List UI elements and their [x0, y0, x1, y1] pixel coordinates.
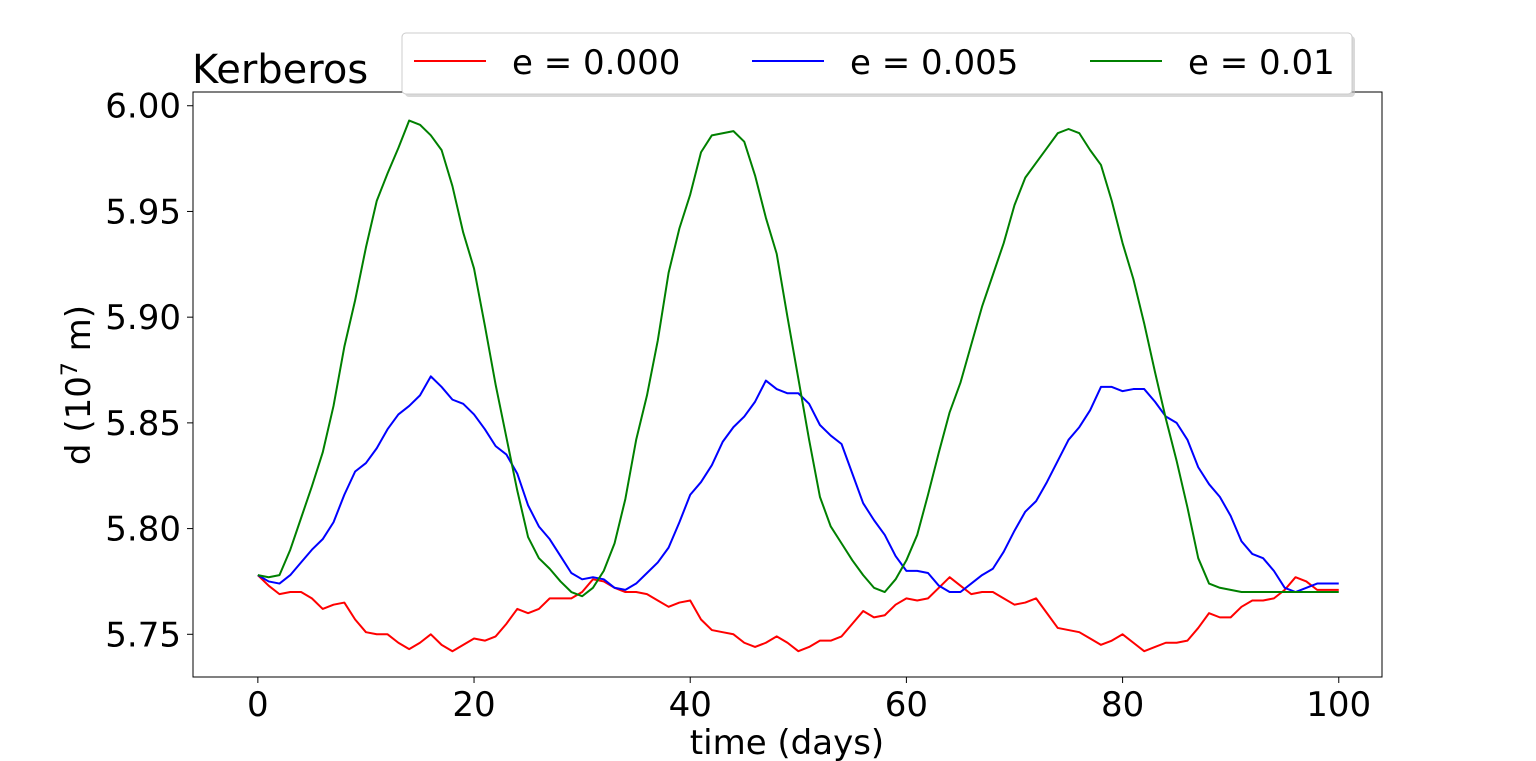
y-axis-label-unit: m) [59, 305, 99, 362]
legend-label-2: e = 0.01 [1188, 43, 1335, 83]
y-ticks: 5.75 5.80 5.85 5.90 5.95 6.00 [105, 87, 193, 655]
series-layer [257, 119, 1339, 653]
legend-entry-2: e = 0.01 [1090, 43, 1335, 83]
x-ticks: 0 20 40 60 80 100 [247, 677, 1371, 725]
x-axis-label: time (days) [690, 723, 884, 761]
legend-entry-1: e = 0.005 [752, 43, 1018, 83]
y-tick-label: 5.90 [105, 298, 181, 338]
x-tick-label: 20 [452, 685, 495, 725]
legend-entry-0: e = 0.000 [414, 43, 680, 83]
y-tick-label: 6.00 [105, 87, 181, 127]
series-line-0 [257, 574, 1339, 653]
x-tick-label: 0 [247, 685, 269, 725]
y-axis-label: d (107 m) [58, 305, 99, 465]
legend-label-1: e = 0.005 [850, 43, 1018, 83]
x-tick-label: 80 [1101, 685, 1144, 725]
series-line-2 [257, 119, 1339, 598]
y-tick-label: 5.85 [105, 404, 181, 444]
x-tick-label: 40 [669, 685, 712, 725]
y-tick-label: 5.75 [105, 615, 181, 655]
x-tick-label: 60 [885, 685, 928, 725]
y-axis-label-base: d (10 [59, 376, 99, 465]
plot-area [192, 91, 1383, 678]
y-axis-label-exponent: 7 [58, 362, 83, 376]
x-tick-label: 100 [1306, 685, 1371, 725]
legend: e = 0.000 e = 0.005 e = 0.01 [401, 32, 1355, 97]
series-line-1 [257, 375, 1339, 594]
legend-label-0: e = 0.000 [512, 43, 680, 83]
chart-title: Kerberos [192, 47, 368, 93]
y-tick-label: 5.95 [105, 192, 181, 232]
y-tick-label: 5.80 [105, 510, 181, 550]
